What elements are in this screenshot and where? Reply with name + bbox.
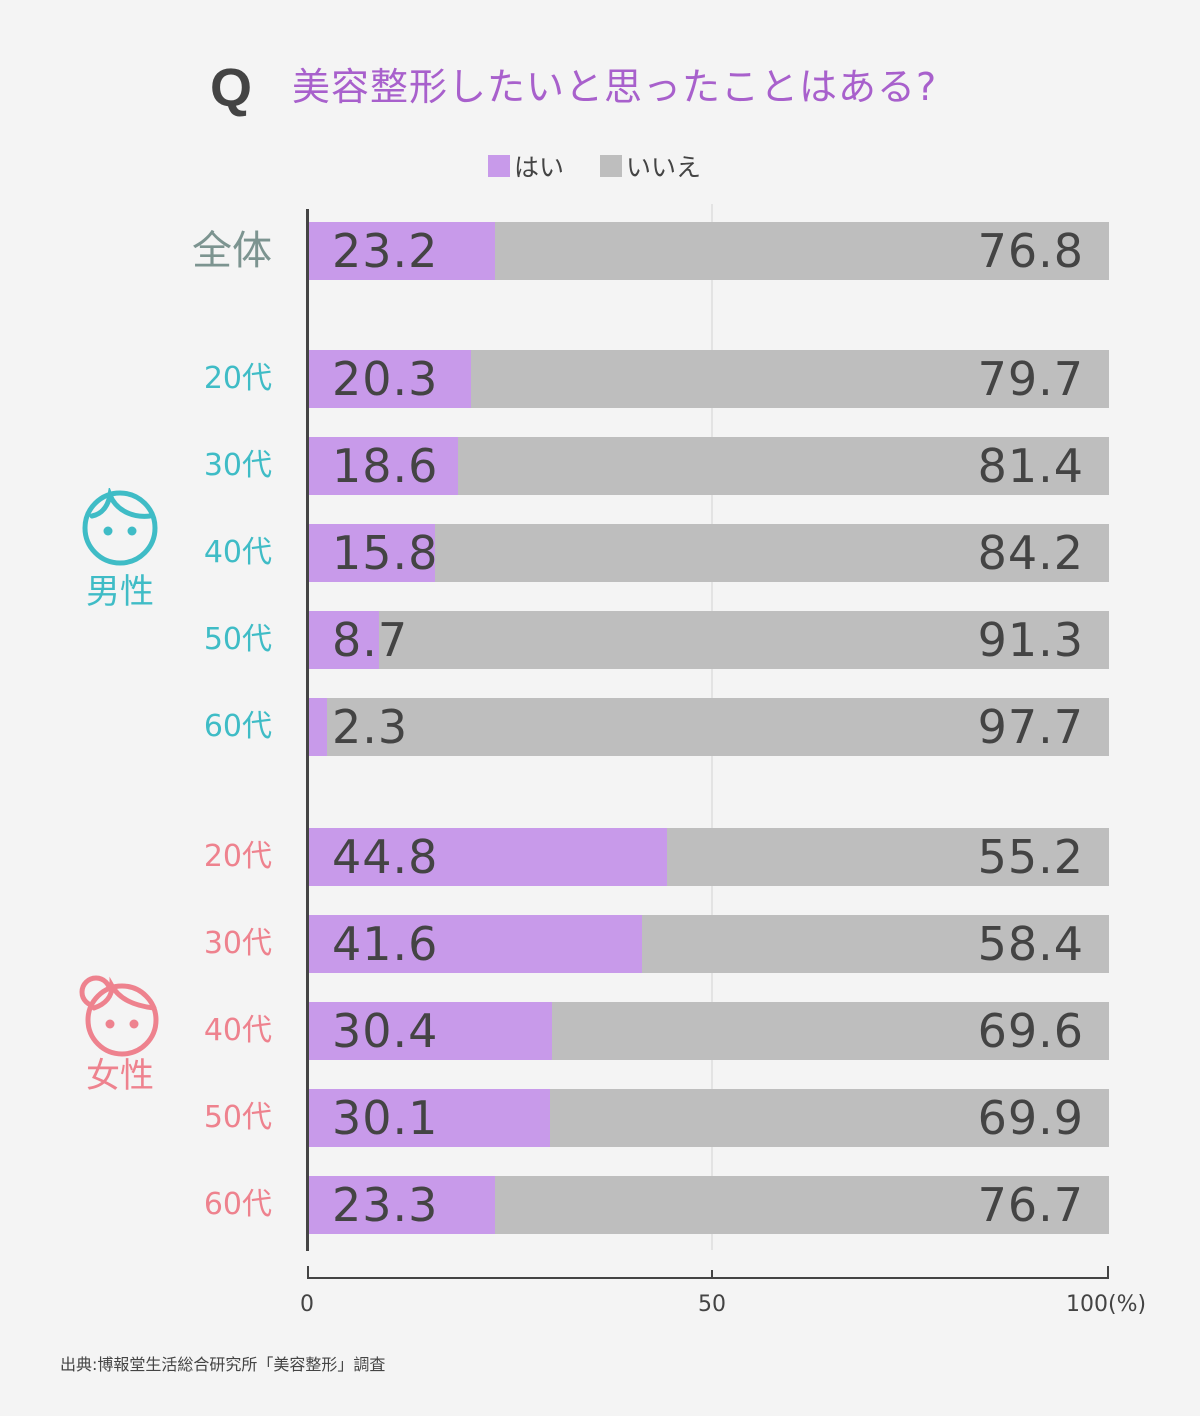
value-yes: 23.3 bbox=[332, 1178, 439, 1232]
row-label: 60代 bbox=[203, 1187, 272, 1222]
group-male: 男性 bbox=[75, 486, 165, 612]
bar-segment-yes bbox=[309, 524, 436, 582]
bar-segment-no bbox=[641, 915, 1109, 973]
boy-face-icon bbox=[82, 486, 158, 566]
x-label-100: 100(%) bbox=[1066, 1292, 1147, 1317]
row-label: 40代 bbox=[203, 1013, 272, 1048]
stacked-bar bbox=[309, 222, 1109, 280]
bar-segment-no bbox=[327, 698, 1109, 756]
bar-segment-no bbox=[495, 1176, 1109, 1234]
legend-swatch-yes bbox=[488, 155, 510, 177]
bar-segment-yes bbox=[309, 611, 379, 669]
value-yes: 20.3 bbox=[332, 352, 439, 406]
value-no: 79.7 bbox=[977, 352, 1084, 406]
stacked-bar bbox=[309, 1002, 1109, 1060]
group-female-label: 女性 bbox=[86, 1056, 154, 1096]
bar-segment-yes bbox=[309, 828, 668, 886]
value-no: 76.8 bbox=[977, 224, 1084, 278]
group-female: 女性 bbox=[75, 972, 165, 1096]
stacked-bar bbox=[309, 698, 1109, 756]
bar-segment-no bbox=[378, 611, 1109, 669]
legend: はい いいえ bbox=[488, 148, 737, 184]
value-no: 69.6 bbox=[977, 1004, 1084, 1058]
stacked-bar bbox=[309, 1089, 1109, 1147]
bar-segment-no bbox=[471, 350, 1109, 408]
legend-label-yes: はい bbox=[514, 153, 565, 182]
value-no: 84.2 bbox=[977, 526, 1084, 580]
bar-segment-yes bbox=[309, 1089, 550, 1147]
stacked-bar bbox=[309, 1176, 1109, 1234]
bar-segment-no bbox=[549, 1089, 1109, 1147]
value-no: 55.2 bbox=[977, 830, 1084, 884]
bar-segment-no bbox=[667, 828, 1109, 886]
row-label: 30代 bbox=[203, 448, 272, 483]
x-axis-line bbox=[307, 1277, 1109, 1279]
stacked-bar bbox=[309, 350, 1109, 408]
chart-title: 美容整形したいと思ったことはある? bbox=[292, 65, 938, 109]
value-yes: 30.4 bbox=[332, 1004, 439, 1058]
bar-segment-no bbox=[494, 222, 1109, 280]
bar-segment-yes bbox=[309, 915, 642, 973]
legend-item-yes: はい bbox=[488, 148, 564, 184]
legend-label-no: いいえ bbox=[626, 153, 702, 182]
value-yes: 2.3 bbox=[332, 700, 409, 754]
value-no: 76.7 bbox=[977, 1178, 1084, 1232]
row-label: 60代 bbox=[203, 709, 272, 744]
stacked-bar bbox=[309, 524, 1109, 582]
bar-segment-yes bbox=[309, 1002, 553, 1060]
value-yes: 30.1 bbox=[332, 1091, 439, 1145]
row-label: 30代 bbox=[203, 926, 272, 961]
value-yes: 18.6 bbox=[332, 439, 439, 493]
value-yes: 23.2 bbox=[332, 224, 439, 278]
value-yes: 15.8 bbox=[332, 526, 439, 580]
value-no: 97.7 bbox=[977, 700, 1084, 754]
y-axis-line bbox=[306, 209, 309, 1251]
row-label: 50代 bbox=[203, 1100, 272, 1135]
x-label-50: 50 bbox=[698, 1292, 726, 1317]
value-no: 58.4 bbox=[977, 917, 1084, 971]
row-label: 40代 bbox=[203, 535, 272, 570]
row-label: 全体 bbox=[192, 228, 272, 274]
value-yes: 8.7 bbox=[332, 613, 409, 667]
x-tick-100 bbox=[1107, 1266, 1109, 1278]
girl-face-icon bbox=[79, 975, 159, 1057]
legend-swatch-no bbox=[600, 155, 623, 177]
bar-segment-no bbox=[552, 1002, 1109, 1060]
stacked-bar bbox=[309, 828, 1109, 886]
bar-segment-yes bbox=[309, 1176, 496, 1234]
bar-segment-yes bbox=[309, 222, 495, 280]
value-no: 81.4 bbox=[977, 439, 1084, 493]
group-male-label: 男性 bbox=[86, 572, 154, 612]
row-label: 20代 bbox=[203, 839, 272, 874]
value-yes: 41.6 bbox=[332, 917, 439, 971]
value-no: 69.9 bbox=[977, 1091, 1084, 1145]
source-note: 出典:博報堂生活総合研究所「美容整形」調査 bbox=[60, 1355, 386, 1374]
x-tick-0 bbox=[307, 1266, 309, 1278]
legend-item-no: いいえ bbox=[600, 148, 701, 184]
stacked-bar bbox=[309, 437, 1109, 495]
value-yes: 44.8 bbox=[332, 830, 439, 884]
value-no: 91.3 bbox=[977, 613, 1084, 667]
row-label: 50代 bbox=[203, 622, 272, 657]
bar-segment-yes bbox=[309, 437, 458, 495]
stacked-bar bbox=[309, 915, 1109, 973]
bar-segment-no bbox=[457, 437, 1109, 495]
x-tick-50 bbox=[711, 1270, 713, 1278]
x-label-0: 0 bbox=[300, 1292, 314, 1317]
q-mark: Q bbox=[210, 58, 253, 118]
row-label: 20代 bbox=[203, 361, 272, 396]
stacked-bar bbox=[309, 611, 1109, 669]
bar-segment-yes bbox=[309, 698, 328, 756]
bar-segment-no bbox=[435, 524, 1109, 582]
bar-segment-yes bbox=[309, 350, 472, 408]
